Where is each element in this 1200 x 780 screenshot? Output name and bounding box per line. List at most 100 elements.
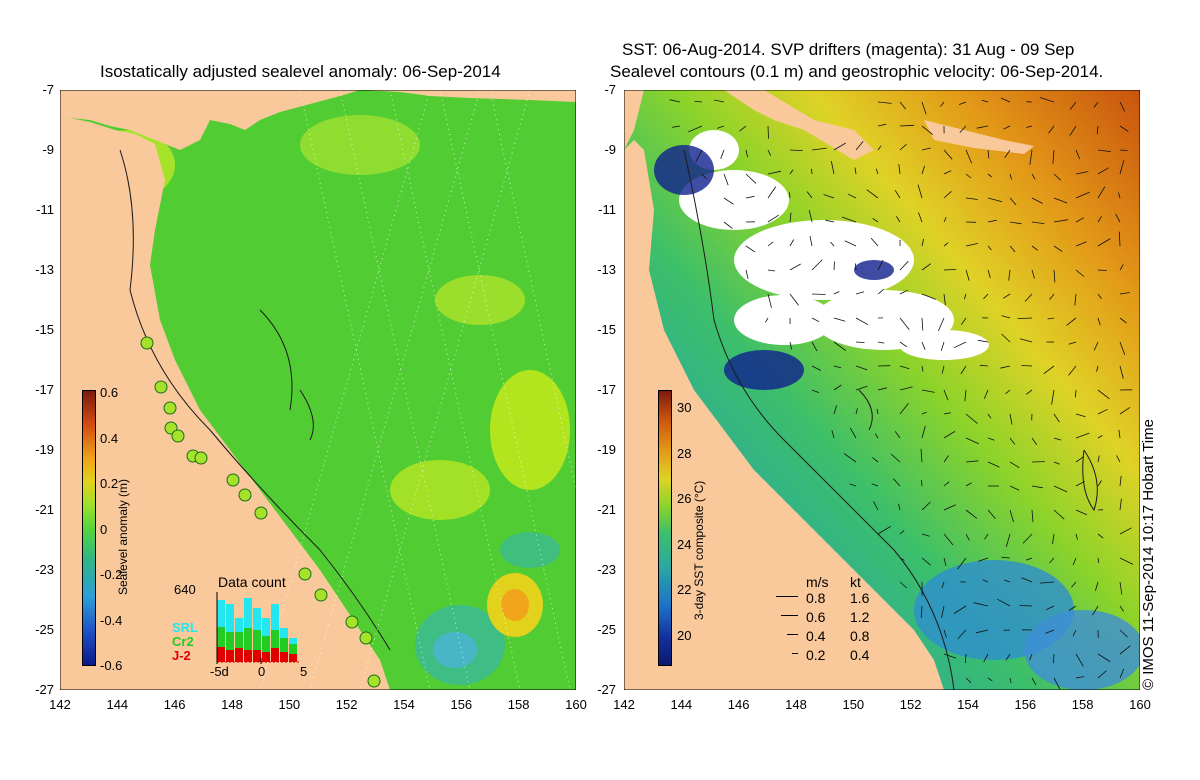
lon-tick-label: 142 xyxy=(49,697,71,712)
velocity-arrow xyxy=(1097,167,1109,175)
land-australia xyxy=(624,140,944,690)
velocity-arrow xyxy=(899,403,909,415)
land-west xyxy=(624,90,644,150)
velocity-arrow xyxy=(1053,197,1068,204)
velocity-arrow xyxy=(789,149,803,151)
velocity-arrow xyxy=(877,288,884,295)
velocity-arrow xyxy=(808,210,813,223)
data-count-axis-label: 0 xyxy=(258,664,266,679)
sla-high-patch xyxy=(501,589,529,621)
velocity-arrow xyxy=(789,293,799,306)
lon-tick-label: 154 xyxy=(957,697,979,712)
speed-legend-kt: 0.4 xyxy=(850,647,870,663)
velocity-arrow xyxy=(1053,245,1063,252)
velocity-arrow xyxy=(953,605,967,614)
velocity-arrow xyxy=(1039,581,1055,584)
velocity-arrow xyxy=(921,125,934,136)
velocity-arrow xyxy=(899,317,910,330)
sealevel-contours xyxy=(683,149,1098,690)
velocity-arrow xyxy=(833,261,835,271)
velocity-arrow xyxy=(1009,485,1020,491)
data-count-legend-j-2: J-2 xyxy=(172,648,191,663)
velocity-arrow xyxy=(959,125,967,133)
velocity-arrow xyxy=(745,173,757,184)
velocity-arrow xyxy=(1031,173,1036,180)
speed-legend-arrow-icon xyxy=(792,653,798,654)
velocity-arrow xyxy=(833,291,840,295)
velocity-arrow xyxy=(973,602,989,607)
velocity-arrow xyxy=(960,365,967,375)
velocity-arrow xyxy=(943,191,952,199)
velocity-arrow xyxy=(877,101,892,104)
velocity-arrow xyxy=(899,289,908,295)
lon-tick-label: 158 xyxy=(507,697,530,712)
velocity-arrow xyxy=(811,389,819,393)
velocity-arrow xyxy=(987,413,992,419)
lon-tick-label: 146 xyxy=(163,697,186,712)
velocity-arrow xyxy=(943,629,947,638)
velocity-arrow xyxy=(1047,317,1055,320)
velocity-arrow xyxy=(1075,217,1085,223)
velocity-arrow xyxy=(977,339,989,343)
velocity-arrow xyxy=(899,101,907,110)
speed-legend-arrow-icon xyxy=(781,615,798,616)
velocity-arrow xyxy=(1017,317,1033,319)
velocity-arrow xyxy=(1071,581,1077,588)
velocity-arrow xyxy=(979,364,989,367)
velocity-arrow xyxy=(1052,149,1055,164)
velocity-arrow xyxy=(1045,629,1055,634)
velocity-arrow xyxy=(975,629,989,634)
lon-tick-label: 156 xyxy=(450,697,473,712)
velocity-arrow xyxy=(1119,101,1126,112)
velocity-arrow xyxy=(1097,293,1102,299)
lat-tick-label: -9 xyxy=(604,142,616,157)
velocity-arrow xyxy=(894,431,901,439)
velocity-arrow xyxy=(1097,670,1107,679)
velocity-arrow xyxy=(811,293,826,295)
velocity-arrow xyxy=(1031,485,1043,489)
velocity-arrow xyxy=(1031,197,1043,204)
lat-tick-label: -17 xyxy=(597,382,616,397)
land-papua-new-guinea xyxy=(724,90,874,160)
velocity-arrow xyxy=(1118,429,1121,439)
velocity-arrow xyxy=(876,408,879,415)
velocity-arrow xyxy=(899,386,913,391)
velocity-arrow xyxy=(1075,653,1084,667)
velocity-arrow xyxy=(672,125,681,128)
velocity-arrow xyxy=(1049,293,1055,300)
velocity-arrow xyxy=(965,197,978,200)
velocity-arrow xyxy=(877,123,887,127)
speed-legend-ms: 0.8 xyxy=(806,590,826,606)
velocity-arrow xyxy=(921,238,924,247)
velocity-arrow xyxy=(1053,219,1068,223)
velocity-arrow xyxy=(921,533,930,537)
velocity-arrow xyxy=(1009,677,1012,684)
velocity-arrow xyxy=(1031,269,1035,279)
velocity-arrow xyxy=(1119,498,1122,511)
velocity-arrow xyxy=(1095,581,1099,591)
tide-gauge-stations xyxy=(140,336,381,688)
velocity-arrow xyxy=(921,501,931,511)
lat-tick-label: -17 xyxy=(35,382,54,397)
velocity-arrow xyxy=(767,241,774,247)
velocity-arrow xyxy=(877,341,885,344)
velocity-arrow xyxy=(1097,216,1102,223)
velocity-arrow xyxy=(1002,293,1011,299)
sst-colorbar-label: 3-day SST composite (°C) xyxy=(692,480,706,620)
velocity-arrow xyxy=(1000,365,1011,369)
velocity-arrow xyxy=(1009,245,1016,253)
velocity-arrow xyxy=(997,598,1011,607)
lat-tick-label: -23 xyxy=(35,562,54,577)
velocity-arrow xyxy=(976,125,989,129)
velocity-arrow xyxy=(1119,581,1123,595)
velocity-arrow xyxy=(1097,408,1108,415)
land-solomon-islands xyxy=(924,120,1034,154)
velocity-arrow xyxy=(1119,668,1125,679)
velocity-arrow xyxy=(965,243,979,247)
velocity-arrow xyxy=(1097,389,1110,400)
velocity-arrow xyxy=(1075,413,1086,418)
right-map-title-line1: SST: 06-Aug-2014. SVP drifters (magenta)… xyxy=(622,40,1075,59)
velocity-arrow xyxy=(1026,125,1033,128)
velocity-arrow xyxy=(1097,557,1100,564)
velocity-arrow xyxy=(1021,577,1033,583)
